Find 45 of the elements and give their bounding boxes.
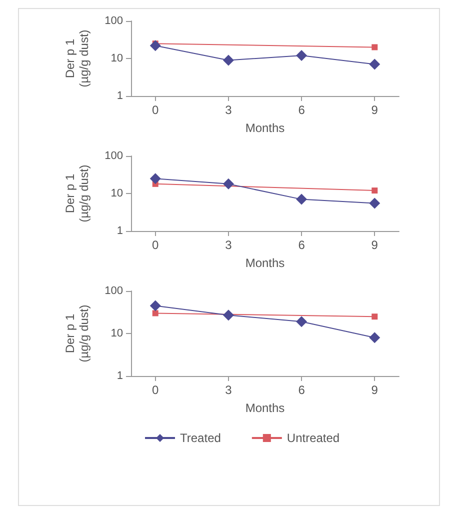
y-axis-title: Der p 1 (µg/g dust) xyxy=(63,30,91,88)
x-tick-label: 0 xyxy=(152,383,160,397)
point xyxy=(222,54,234,66)
y-tick-label: 100 xyxy=(104,15,123,27)
y-axis-title: Der p 1 (µg/g dust) xyxy=(63,304,91,362)
point xyxy=(372,44,378,50)
point xyxy=(372,314,378,320)
y-tick-label: 10 xyxy=(110,188,123,200)
y-tick-label: 1 xyxy=(116,90,123,102)
x-tick-label: 6 xyxy=(298,103,306,117)
y-tick-label: 1 xyxy=(116,370,123,382)
x-tick-label: 9 xyxy=(371,238,378,252)
x-tick-label: 9 xyxy=(371,383,378,397)
x-tick-label: 3 xyxy=(225,383,232,397)
x-tick-label: 0 xyxy=(152,103,160,117)
x-axis-title: Months xyxy=(245,121,285,135)
point xyxy=(369,332,380,344)
legend-label: Untreated xyxy=(286,431,340,445)
x-tick-label: 6 xyxy=(298,238,306,252)
point xyxy=(296,50,308,62)
point xyxy=(150,300,161,312)
point xyxy=(296,316,308,328)
x-tick-label: 9 xyxy=(371,103,378,117)
legend-label: Treated xyxy=(180,431,221,445)
point xyxy=(372,188,378,194)
x-tick-label: 0 xyxy=(152,238,160,252)
x-axis-title: Months xyxy=(245,256,285,270)
x-tick-label: 6 xyxy=(298,383,306,397)
y-tick-label: 10 xyxy=(110,328,123,340)
x-tick-label: 3 xyxy=(225,238,232,252)
y-tick-label: 100 xyxy=(104,285,123,297)
point xyxy=(222,310,234,321)
point xyxy=(369,58,380,70)
point xyxy=(222,178,234,190)
x-axis-title: Months xyxy=(245,401,285,415)
point xyxy=(296,194,308,205)
y-tick-label: 100 xyxy=(104,150,123,162)
y-tick-label: 10 xyxy=(110,52,123,64)
point xyxy=(150,40,161,52)
point xyxy=(152,310,158,316)
y-axis-title: Der p 1 (µg/g dust) xyxy=(63,164,91,222)
point xyxy=(150,173,161,184)
y-tick-label: 1 xyxy=(116,225,123,237)
x-tick-label: 3 xyxy=(225,103,232,117)
point xyxy=(369,198,380,209)
